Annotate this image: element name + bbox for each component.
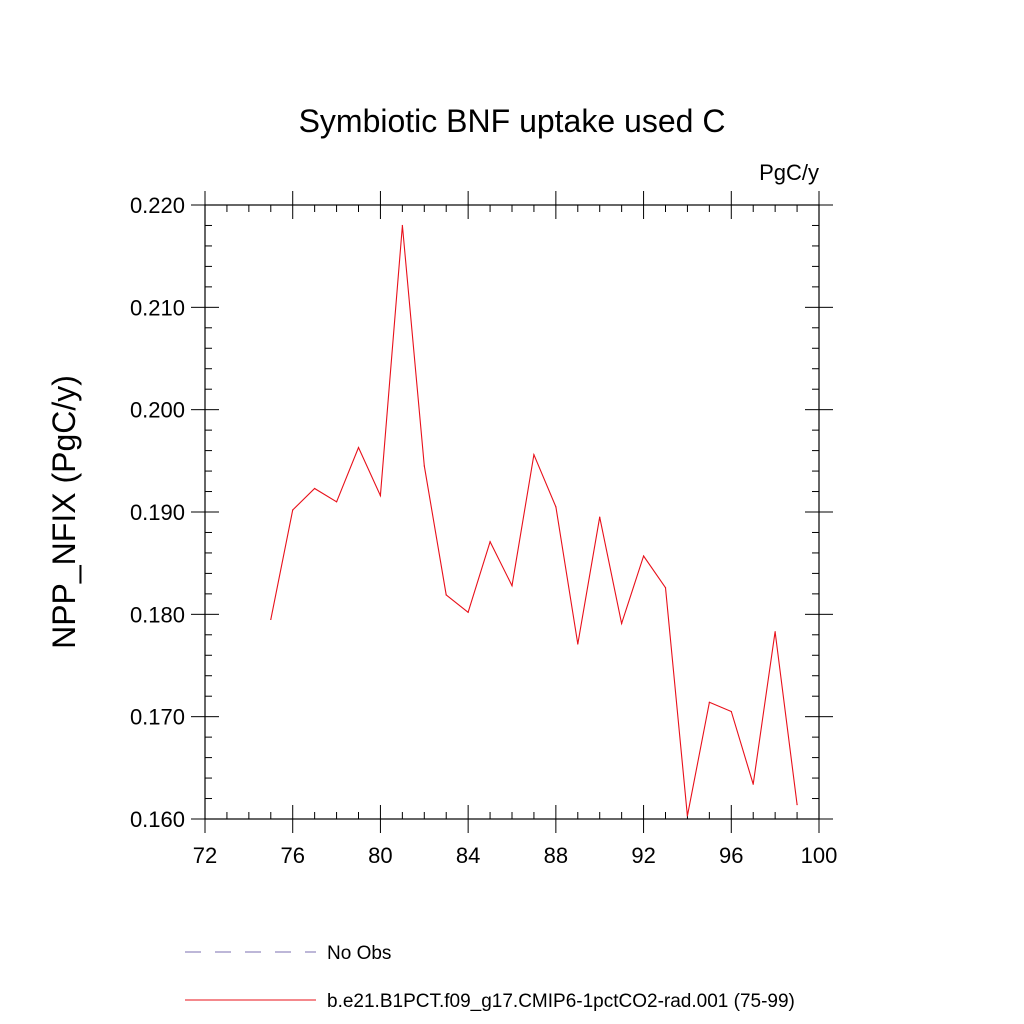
y-tick-label: 0.210 (130, 295, 185, 320)
x-tick-label: 100 (801, 843, 838, 868)
legend: No Obs b.e21.B1PCT.f09_g17.CMIP6-1pctCO2-… (185, 943, 795, 1012)
series-layer (270, 224, 798, 817)
data-point (774, 631, 776, 633)
data-point (708, 701, 710, 703)
data-point (796, 804, 798, 806)
y-axis-label: NPP_NFIX (PgC/y) (46, 375, 82, 649)
data-point (621, 622, 623, 625)
data-point (599, 516, 601, 518)
data-point (642, 555, 645, 557)
series-line (270, 225, 798, 817)
data-point (314, 487, 316, 490)
data-point (533, 454, 535, 456)
data-point (752, 783, 754, 785)
x-tick-label: 72 (193, 843, 217, 868)
data-point (357, 446, 360, 449)
data-point (335, 501, 338, 503)
data-point (423, 465, 425, 467)
y-tick-label: 0.200 (130, 398, 185, 423)
y-tick-label: 0.180 (130, 602, 185, 627)
units-label: PgC/y (759, 160, 819, 185)
data-point (686, 815, 689, 817)
data-point (270, 618, 272, 621)
data-point (467, 611, 469, 613)
y-tick-label: 0.190 (130, 500, 185, 525)
y-tick-label: 0.170 (130, 705, 185, 730)
data-point (511, 585, 513, 587)
x-tick-label: 84 (456, 843, 480, 868)
x-tick-label: 96 (719, 843, 743, 868)
legend-label: No Obs (327, 943, 391, 964)
x-tick-label: 76 (280, 843, 304, 868)
x-tick-label: 92 (631, 843, 655, 868)
data-point (401, 224, 403, 227)
data-point (555, 506, 557, 508)
x-tick-label: 80 (368, 843, 392, 868)
data-point (379, 495, 382, 497)
y-tick-label: 0.220 (130, 193, 185, 218)
x-tick-label: 88 (544, 843, 568, 868)
data-point (445, 594, 447, 596)
legend-label: b.e21.B1PCT.f09_g17.CMIP6-1pctCO2-rad.00… (327, 991, 795, 1012)
data-point (664, 587, 667, 589)
axis-ticks: 72 76 80 84 88 92 96 100 0.160 0.170 0.180 0.190 0.2… (130, 191, 837, 868)
plot-frame (204, 204, 820, 820)
data-point (489, 541, 491, 543)
data-point (577, 643, 579, 645)
y-tick-label: 0.160 (130, 807, 185, 832)
data-point (730, 710, 732, 713)
data-point (292, 509, 294, 511)
chart-title: Symbiotic BNF uptake used C (299, 103, 726, 139)
